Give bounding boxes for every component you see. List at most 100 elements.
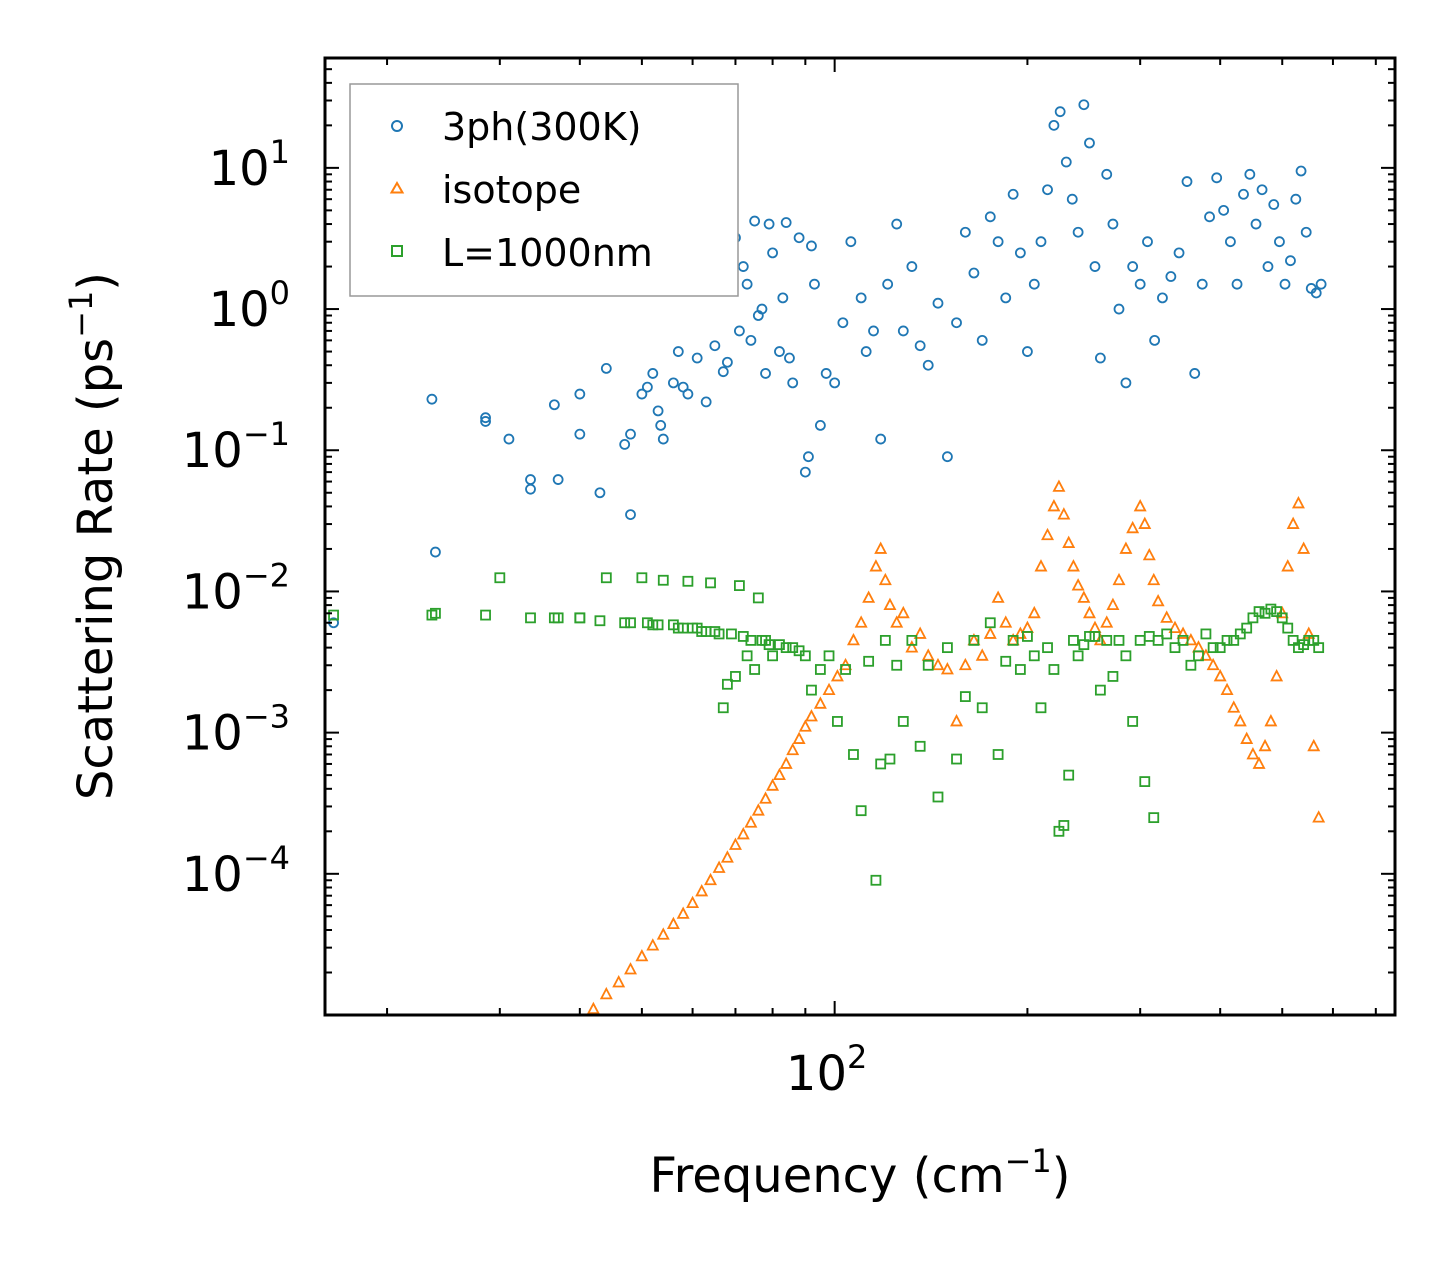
data-point-triangle [656,927,670,940]
data-point-square [840,664,851,675]
data-point-triangle [666,916,680,930]
data-point-square [730,671,741,682]
data-point-circle [1244,168,1256,180]
data-point-square [959,691,971,702]
data-point-circle [1042,184,1053,196]
data-point-triangle [950,714,964,727]
data-point-triangle [1066,559,1080,572]
data-point-triangle [1082,605,1096,619]
data-point-circle [1054,106,1066,118]
data-point-circle [1066,193,1078,205]
data-point-circle [756,303,768,315]
data-point-square [863,655,875,667]
data-point-circle [784,352,795,364]
data-point-circle [574,388,586,400]
data-point-triangle [1151,593,1165,607]
data-point-triangle [1176,626,1190,639]
data-point-triangle [1286,516,1300,529]
data-point-circle [1295,165,1307,177]
data-point-triangle [999,615,1013,628]
data-point-triangle [1264,714,1278,727]
data-point-circle [625,428,636,440]
data-point-triangle [586,1001,600,1015]
data-point-circle [548,399,560,411]
data-point-circle [1007,188,1019,200]
data-point-circle [803,451,814,463]
legend-entry-isotope: isotope [389,168,581,212]
data-point-circle [1211,172,1223,184]
data-point-square [749,664,761,675]
data-point-square [480,609,491,621]
data-point-circle [1107,218,1119,230]
data-point-circle [984,211,996,223]
data-point-circle [682,388,694,400]
data-point-square [1282,622,1294,634]
data-point-triangle [1227,700,1241,713]
data-point-circle [1256,184,1268,196]
data-point-circle [845,236,857,248]
data-point-circle [1072,226,1084,238]
data-point-triangle [862,590,876,603]
data-point-triangle [846,632,860,646]
data-point-square [552,612,564,624]
data-point-triangle [1258,738,1272,752]
data-point-circle [806,240,817,252]
data-point-circle [799,466,811,478]
data-point-triangle [1052,479,1066,492]
data-point-triangle [646,938,660,951]
data-point-circle [749,215,761,227]
data-point-triangle [1034,559,1048,572]
data-point-circle [503,433,515,445]
data-point-square [1063,769,1075,781]
data-point-circle [1315,278,1327,290]
data-point-triangle [792,731,806,744]
data-point-triangle [624,962,638,975]
data-point-circle [426,393,438,405]
data-point-square [1228,634,1240,646]
data-point-square [951,753,962,765]
data-point-circle [1000,292,1012,304]
data-point-circle [882,278,894,290]
data-point-triangle [1047,498,1061,512]
data-point-triangle [931,657,945,671]
data-point-square [870,874,882,886]
data-point-triangle [1291,496,1305,509]
data-point-square [992,749,1004,760]
y-tick-label: 10−1 [182,415,290,479]
data-point-square [1177,634,1189,646]
data-point-triangle [878,572,892,586]
series-L=1000nm [328,572,1325,886]
data-point-triangle [772,767,786,781]
data-point-square [1193,650,1204,662]
data-point-circle [942,451,953,463]
data-point-triangle [779,756,793,769]
data-point-triangle [1281,559,1295,572]
data-point-circle [932,297,944,309]
data-point-square [1042,642,1053,654]
data-point-circle [1300,226,1312,238]
data-point-square [1185,659,1197,671]
data-point-triangle [1220,682,1234,696]
data-point-square [814,664,826,675]
data-point-circle [655,419,667,431]
data-point-square [741,650,753,662]
data-point-circle [1181,176,1193,187]
data-point-square [1152,634,1164,646]
data-point-circle [1165,271,1177,282]
data-point-square [1253,606,1265,617]
legend-label-isotope: isotope [442,168,581,212]
data-point-circle [1310,287,1322,299]
data-point-square [574,612,586,624]
data-point-square [328,609,339,621]
data-point-triangle [921,648,935,661]
data-point-circle [875,433,887,445]
data-point-circle [745,334,757,346]
data-point-circle [829,377,841,389]
data-point-circle [951,317,962,329]
legend-label-3ph: 3ph(300K) [442,105,641,149]
data-point-square [752,592,764,604]
data-point-triangle [744,815,758,828]
data-point-square [1214,642,1226,654]
axis-tick-labels: 101 100 10−1 10−2 10−3 10−4 102 [182,133,868,1102]
